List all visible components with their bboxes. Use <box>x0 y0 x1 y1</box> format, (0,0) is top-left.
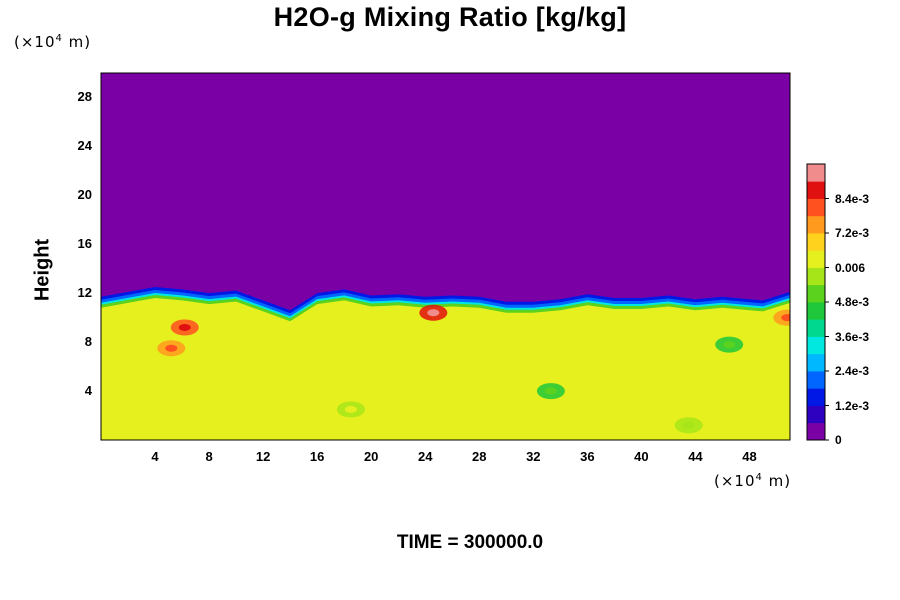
y-tick-label: 12 <box>77 285 92 301</box>
feature-core-5 <box>344 405 357 413</box>
colorbar-swatch-10 <box>807 250 825 268</box>
colorbar-swatch-0 <box>807 422 825 441</box>
colorbar-swatch-13 <box>807 198 825 217</box>
colorbar-swatch-12 <box>807 215 825 234</box>
colorbar-swatch-11 <box>807 233 825 251</box>
colorbar-swatch-9 <box>807 267 825 286</box>
colorbar-tick-label: 8.4e-3 <box>835 191 870 206</box>
x-tick-label: 20 <box>363 449 379 464</box>
field-group <box>101 73 790 440</box>
colorbar-tick-label: 0.006 <box>835 260 866 275</box>
colorbar-tick-label: 3.6e-3 <box>835 329 870 344</box>
feature-core-2 <box>427 309 440 317</box>
colorbar-swatch-8 <box>807 284 825 303</box>
feature-core-0 <box>165 344 178 352</box>
colorbar-tick-label: 1.2e-3 <box>835 398 870 413</box>
y-tick-label: 8 <box>84 334 92 350</box>
colorbar-swatch-1 <box>807 405 825 424</box>
feature-core-4 <box>544 387 557 395</box>
colorbar-swatch-5 <box>807 336 825 355</box>
x-tick-label: 44 <box>688 449 703 464</box>
chart-title: H2O-g Mixing Ratio [kg/kg] <box>273 2 627 32</box>
y-tick-label: 28 <box>77 89 92 105</box>
y-tick-label: 20 <box>77 187 92 203</box>
y-tick-label: 4 <box>84 383 92 399</box>
time-label: TIME = 300000.0 <box>396 532 544 553</box>
x-axis-unit: (×104 m) <box>714 472 792 490</box>
x-tick-label: 8 <box>205 449 213 464</box>
colorbar-tick-label: 0 <box>835 433 842 447</box>
feature-core-6 <box>682 421 695 429</box>
colorbar-swatch-2 <box>807 388 825 406</box>
colorbar-tick-label: 7.2e-3 <box>835 226 870 240</box>
x-tick-label: 48 <box>742 449 757 464</box>
y-tick-label: 16 <box>77 236 92 252</box>
plot-frame <box>100 72 791 441</box>
colorbar-tick-label: 4.8e-3 <box>835 295 870 309</box>
colorbar-swatch-3 <box>807 371 825 389</box>
x-tick-label: 28 <box>472 449 487 464</box>
x-tick-label: 40 <box>634 449 649 464</box>
x-tick-label: 32 <box>526 449 541 464</box>
feature-core-1 <box>178 323 191 331</box>
x-tick-label: 12 <box>255 449 271 464</box>
colorbar-swatch-4 <box>807 353 825 372</box>
x-tick-label: 4 <box>151 449 159 464</box>
colorbar-swatch-14 <box>807 181 825 199</box>
colorbar-tick-label: 2.4e-3 <box>835 364 870 378</box>
colorbar-swatch-15 <box>807 164 825 182</box>
colorbar-swatch-7 <box>807 302 825 320</box>
x-tick-label: 24 <box>418 449 433 464</box>
y-axis-unit: (×104 m) <box>14 33 92 51</box>
dry-upper-layer <box>101 73 790 311</box>
feature-core-3 <box>723 341 736 349</box>
x-tick-label: 36 <box>580 449 595 464</box>
x-tick-label: 16 <box>309 449 325 464</box>
feature-core-7 <box>781 314 790 322</box>
colorbar-swatch-6 <box>807 319 825 337</box>
y-tick-label: 24 <box>77 138 92 154</box>
